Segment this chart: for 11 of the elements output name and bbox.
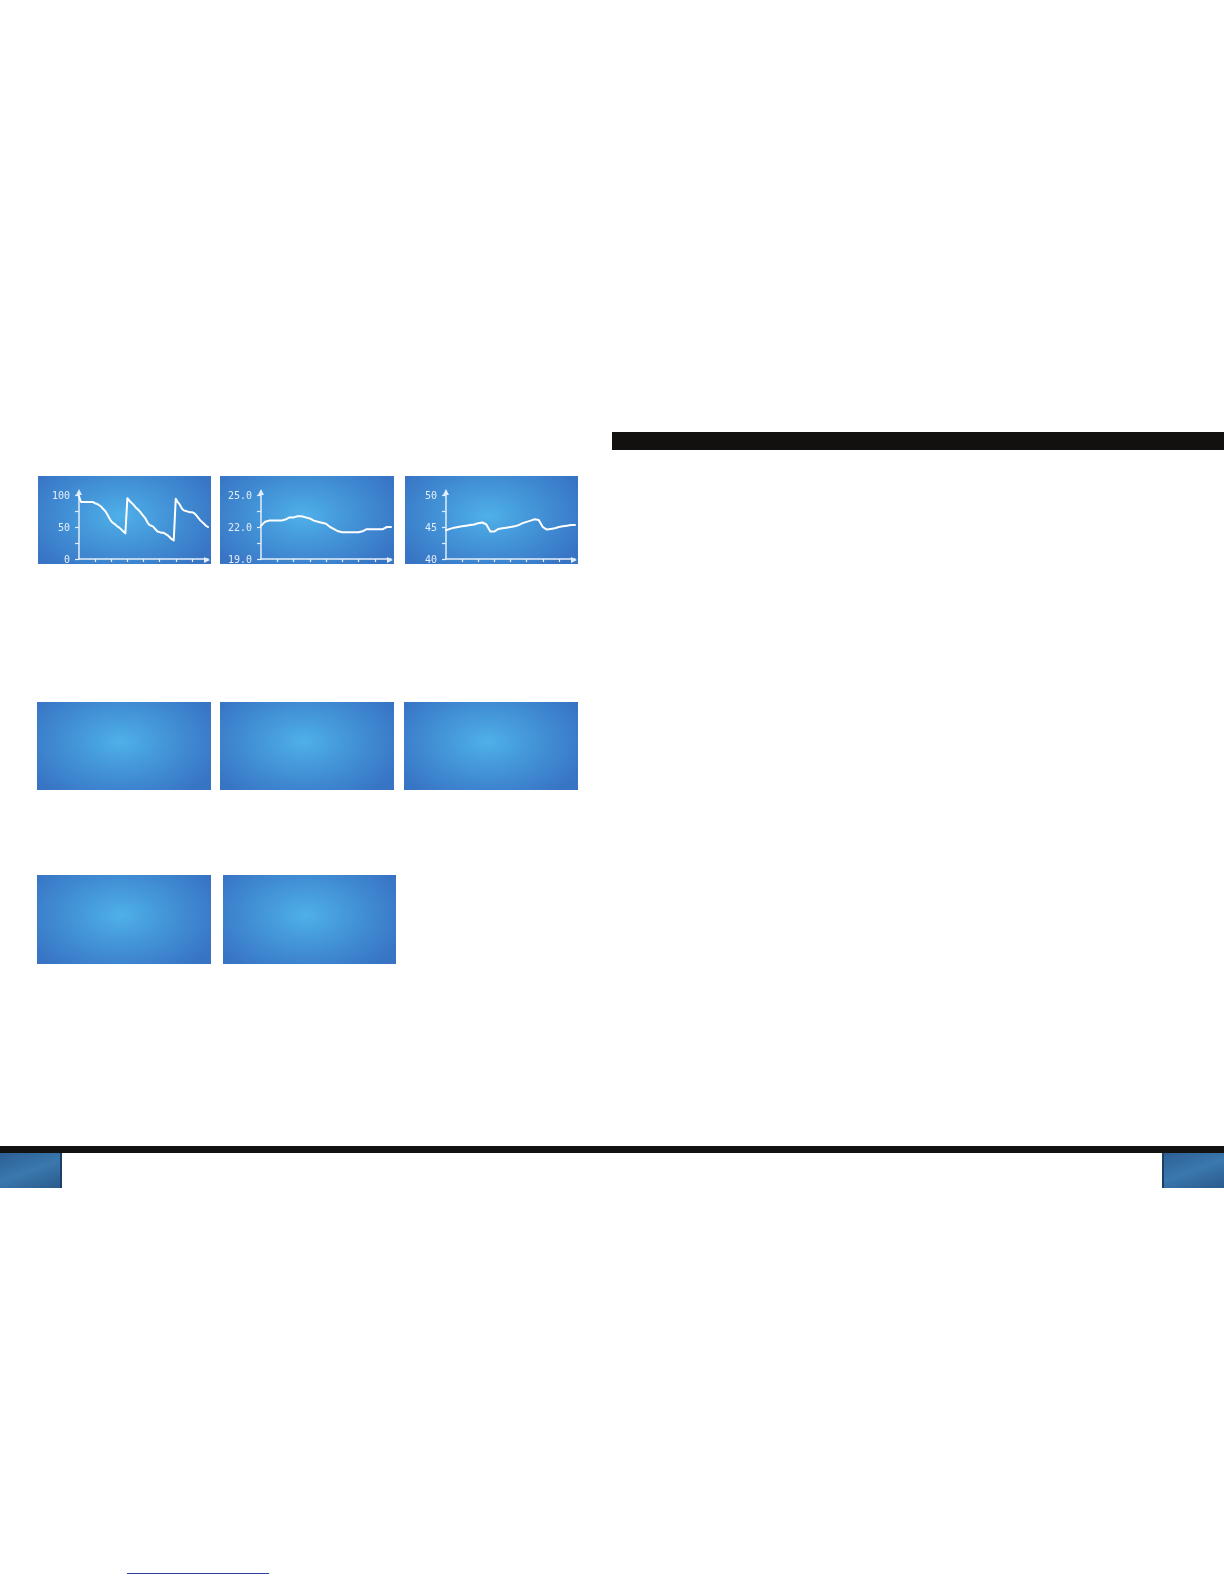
y-tick-label: 19.0: [227, 553, 252, 565]
y-tick-label: 25.0: [227, 489, 252, 501]
y-tick-label: 50: [424, 489, 437, 501]
y-tick-label: 40: [424, 553, 437, 565]
y-tick-label: 50: [57, 521, 70, 533]
y-tick-label: 22.0: [227, 521, 252, 533]
line-series: [445, 518, 576, 533]
y-tick-label: 100: [51, 489, 70, 501]
y-tick-label: 0: [63, 553, 70, 565]
line-series: [260, 515, 392, 534]
y-tick-label: 45: [424, 521, 437, 533]
